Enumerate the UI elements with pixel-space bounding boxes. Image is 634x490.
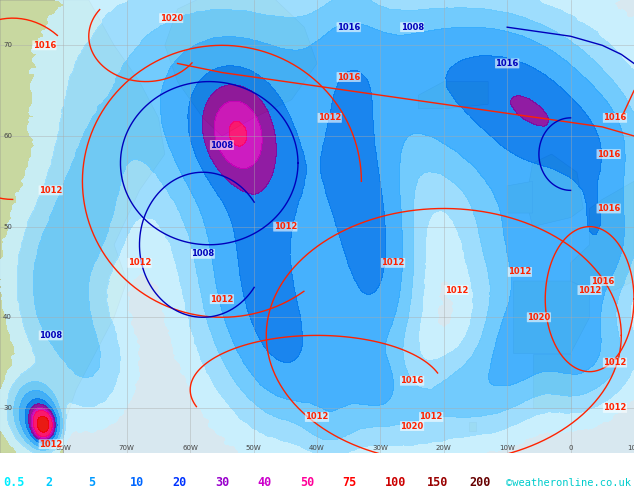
Text: 1012: 1012 xyxy=(382,258,404,268)
Text: Precipitation accum. [mm] ECMWF: Precipitation accum. [mm] ECMWF xyxy=(3,456,197,466)
Text: 1012: 1012 xyxy=(274,222,297,231)
Text: 1012: 1012 xyxy=(39,186,62,195)
Polygon shape xyxy=(0,0,165,453)
Polygon shape xyxy=(514,281,590,354)
Text: 20W: 20W xyxy=(436,444,451,450)
Text: 1016: 1016 xyxy=(33,41,56,50)
Text: 1016: 1016 xyxy=(604,113,626,122)
Text: 0: 0 xyxy=(568,444,573,450)
Text: 40W: 40W xyxy=(309,444,325,450)
Text: 1012: 1012 xyxy=(39,440,62,449)
Text: 1012: 1012 xyxy=(318,113,341,122)
Text: 50: 50 xyxy=(3,223,12,230)
Text: 20: 20 xyxy=(172,476,187,489)
Text: 1012: 1012 xyxy=(508,268,531,276)
Text: 30: 30 xyxy=(215,476,230,489)
Text: 5: 5 xyxy=(88,476,95,489)
Polygon shape xyxy=(165,0,317,136)
Text: 1012: 1012 xyxy=(604,358,626,367)
Text: 1016: 1016 xyxy=(597,149,620,159)
Text: 70W: 70W xyxy=(119,444,135,450)
Text: 1008: 1008 xyxy=(191,249,214,258)
Text: 10E: 10E xyxy=(627,444,634,450)
Text: 0.5: 0.5 xyxy=(3,476,25,489)
Text: 1016: 1016 xyxy=(496,59,519,68)
Text: 50: 50 xyxy=(300,476,314,489)
Text: 60: 60 xyxy=(3,133,12,139)
Text: 1016: 1016 xyxy=(591,276,614,286)
Text: 2: 2 xyxy=(46,476,53,489)
Text: 70: 70 xyxy=(3,42,12,49)
Text: 1008: 1008 xyxy=(39,331,62,340)
Text: 200: 200 xyxy=(469,476,491,489)
Text: 40: 40 xyxy=(3,314,12,320)
Text: 50W: 50W xyxy=(246,444,261,450)
Text: ©weatheronline.co.uk: ©weatheronline.co.uk xyxy=(506,478,631,488)
Text: 10: 10 xyxy=(130,476,145,489)
Text: 1008: 1008 xyxy=(210,141,233,149)
Text: 1012: 1012 xyxy=(604,403,626,413)
Polygon shape xyxy=(418,81,488,109)
Text: 1012: 1012 xyxy=(445,286,468,294)
Text: 1016: 1016 xyxy=(337,73,360,81)
Text: 1012: 1012 xyxy=(420,413,443,421)
Text: 100: 100 xyxy=(384,476,406,489)
Text: 75: 75 xyxy=(342,476,356,489)
Polygon shape xyxy=(571,181,634,290)
Text: 1012: 1012 xyxy=(306,413,328,421)
Text: 80W: 80W xyxy=(55,444,72,450)
Text: 1012: 1012 xyxy=(128,258,151,268)
Polygon shape xyxy=(526,154,583,226)
Text: 10W: 10W xyxy=(499,444,515,450)
Text: 40: 40 xyxy=(257,476,271,489)
Text: 1016: 1016 xyxy=(337,23,360,32)
Polygon shape xyxy=(507,181,533,213)
Text: 1020: 1020 xyxy=(160,14,183,23)
Text: 1016: 1016 xyxy=(401,376,424,385)
Text: 1008: 1008 xyxy=(401,23,424,32)
Text: 30: 30 xyxy=(3,405,12,411)
Text: 60W: 60W xyxy=(182,444,198,450)
Polygon shape xyxy=(533,354,571,408)
Text: 1020: 1020 xyxy=(401,421,424,431)
Text: 150: 150 xyxy=(427,476,448,489)
Text: Tu 24-09-2024 00:00 UTC (12+12): Tu 24-09-2024 00:00 UTC (12+12) xyxy=(437,456,631,466)
Polygon shape xyxy=(469,421,476,431)
Text: 1012: 1012 xyxy=(210,294,233,304)
Text: 1012: 1012 xyxy=(578,286,601,294)
Text: 1016: 1016 xyxy=(597,204,620,213)
Text: 30W: 30W xyxy=(372,444,389,450)
Text: 1020: 1020 xyxy=(527,313,550,322)
